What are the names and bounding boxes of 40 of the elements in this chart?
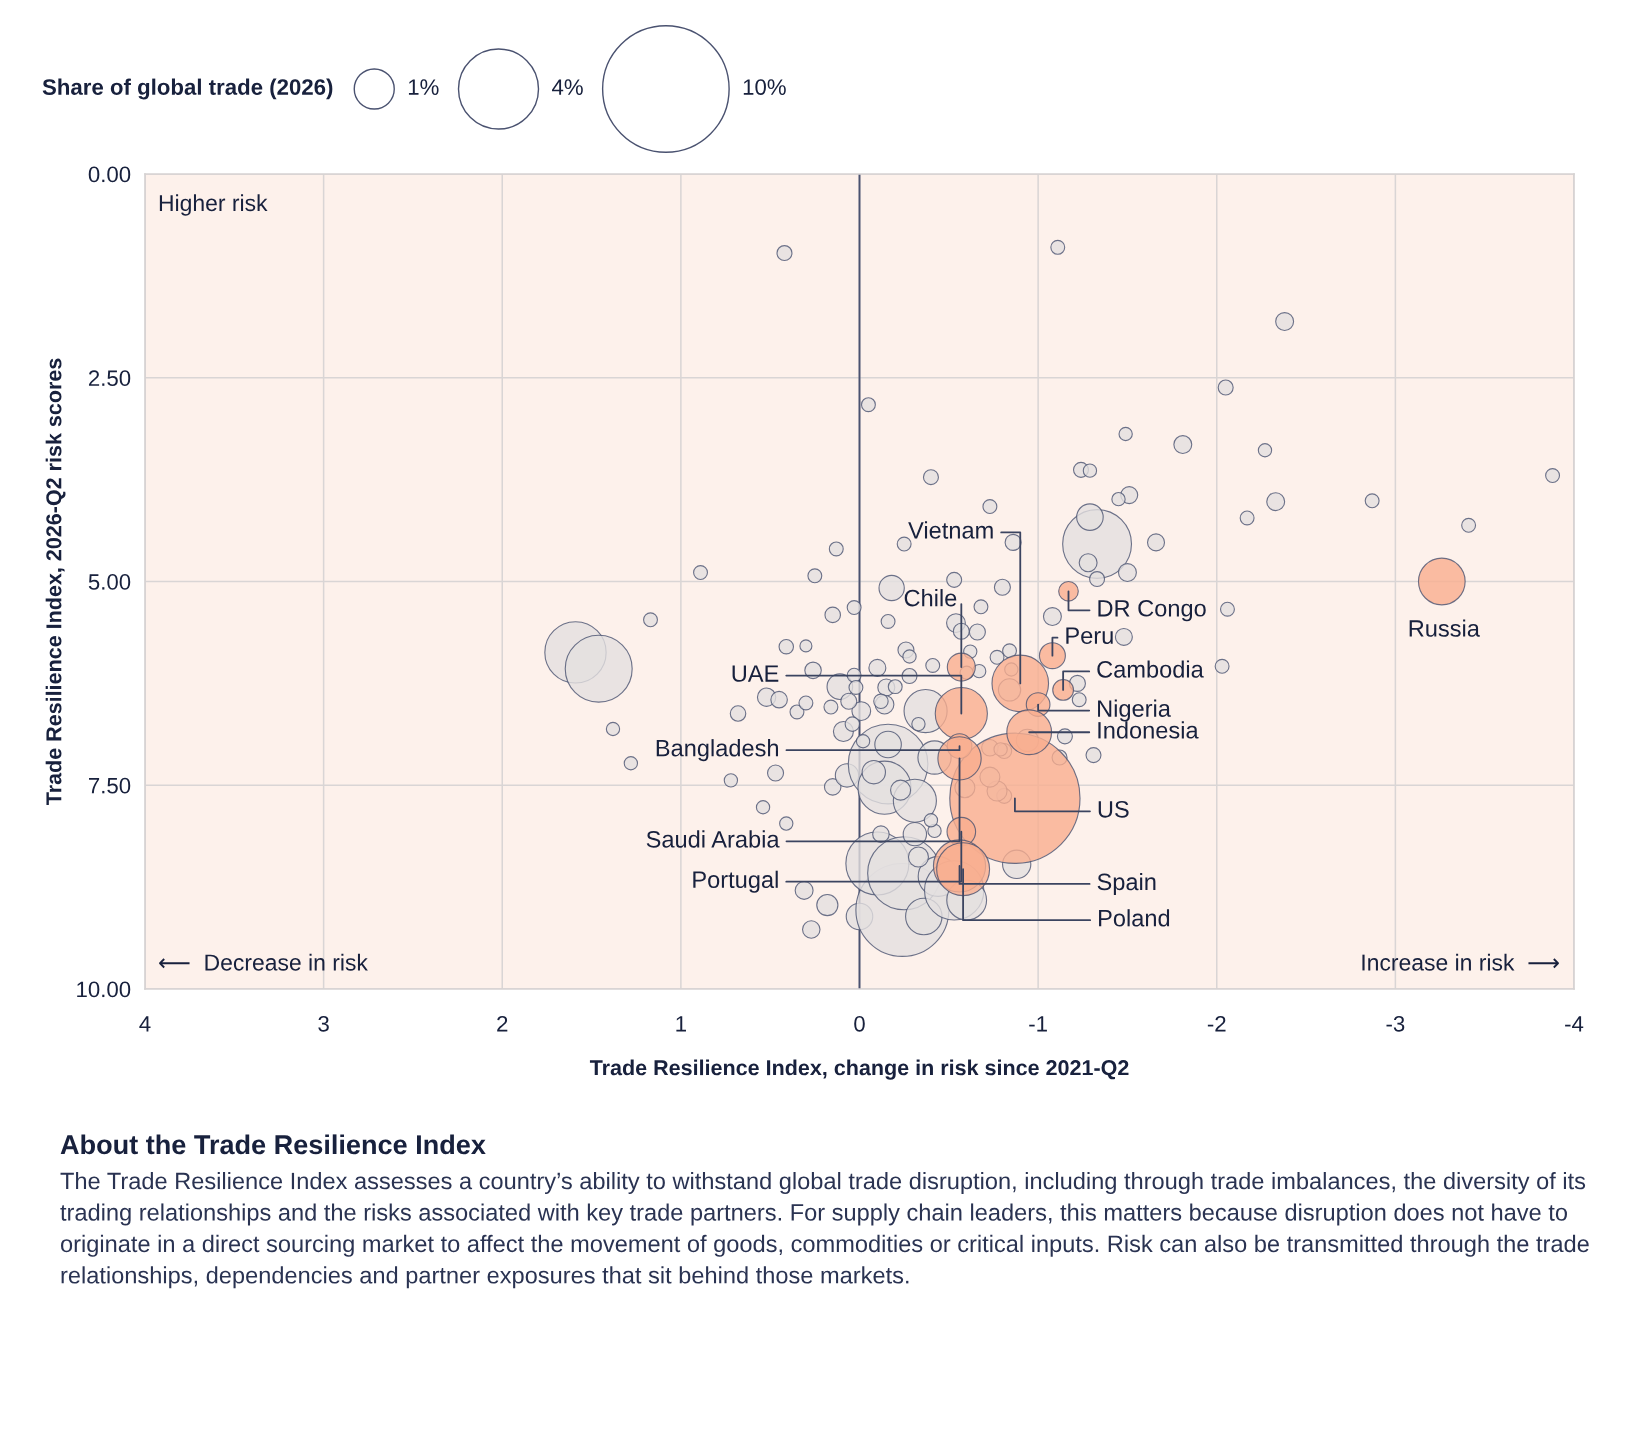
x-tick-label: 4 [139, 1016, 151, 1032]
y-tick-label: 5.00 [88, 574, 131, 590]
annotation: Nigeria [1098, 699, 1171, 722]
x-tick-label: 3 [318, 1015, 329, 1032]
y-tick-label: 2.50 [88, 370, 131, 387]
x-tick-label: -3 [1386, 1015, 1405, 1032]
annotation: Chile [904, 589, 957, 607]
x-tick-label: 1 [676, 1016, 686, 1032]
annotation: ⟵ Decrease in risk [159, 953, 368, 971]
annotation: Spain [1097, 872, 1156, 895]
x-tick-label: -2 [1207, 1015, 1226, 1032]
annotation: US [1098, 800, 1129, 818]
annotation: Russia [1409, 619, 1480, 637]
legend-label: 1% [408, 79, 439, 95]
y-tick-label: 10.00 [77, 981, 131, 998]
annotation: UAE [732, 665, 779, 682]
x-tick-label: 0 [854, 1015, 865, 1032]
annotation: Portugal [693, 870, 778, 893]
y-tick-label: 0.00 [88, 166, 131, 183]
annotation: Bangladesh [656, 739, 779, 762]
annotation: Saudi Arabia [646, 830, 780, 848]
x-tick-label: 2 [497, 1015, 508, 1032]
annotation: DR Congo [1098, 599, 1206, 622]
annotation: Higher risk [159, 194, 268, 216]
annotation: Vietnam [908, 521, 993, 539]
x-tick-label: -4 [1565, 1016, 1584, 1032]
annotation: Cambodia [1097, 660, 1204, 678]
annotation: Peru [1066, 627, 1113, 644]
text: The Trade Resilience Index assesses a country’s ability to withstand global trade disruption, including through trade imbalances, the diversity of its trading relationships and the risks associated with key trade partners. For supply chain leaders, this matters because disruption does not have to originate in a direct sourcing market to affect the movement of goods, commodities or critical inputs. Risk can also be transmitted through the trade relationships, dependencies and partner exposures that sit behind those markets. [60, 1172, 1589, 1289]
legend-title: Share of global trade (2026) [42, 78, 333, 100]
x-tick-label: -1 [1029, 1016, 1047, 1032]
annotation: Poland [1099, 909, 1170, 927]
legend-label: 4% [552, 79, 583, 95]
y-tick-label: 7.50 [89, 777, 131, 794]
legend-label: 10% [743, 79, 786, 95]
text: About the Trade Resilience Index [60, 1134, 486, 1155]
annotation: Indonesia [1098, 721, 1199, 739]
x-axis-title: Trade Resilience Index, change in risk since 2021-Q2 [589, 1059, 1129, 1080]
annotation: Increase in risk ⟶ [1362, 953, 1559, 971]
y-axis-title: Trade Resilience Index, 2026-Q2 risk scores [45, 358, 66, 806]
